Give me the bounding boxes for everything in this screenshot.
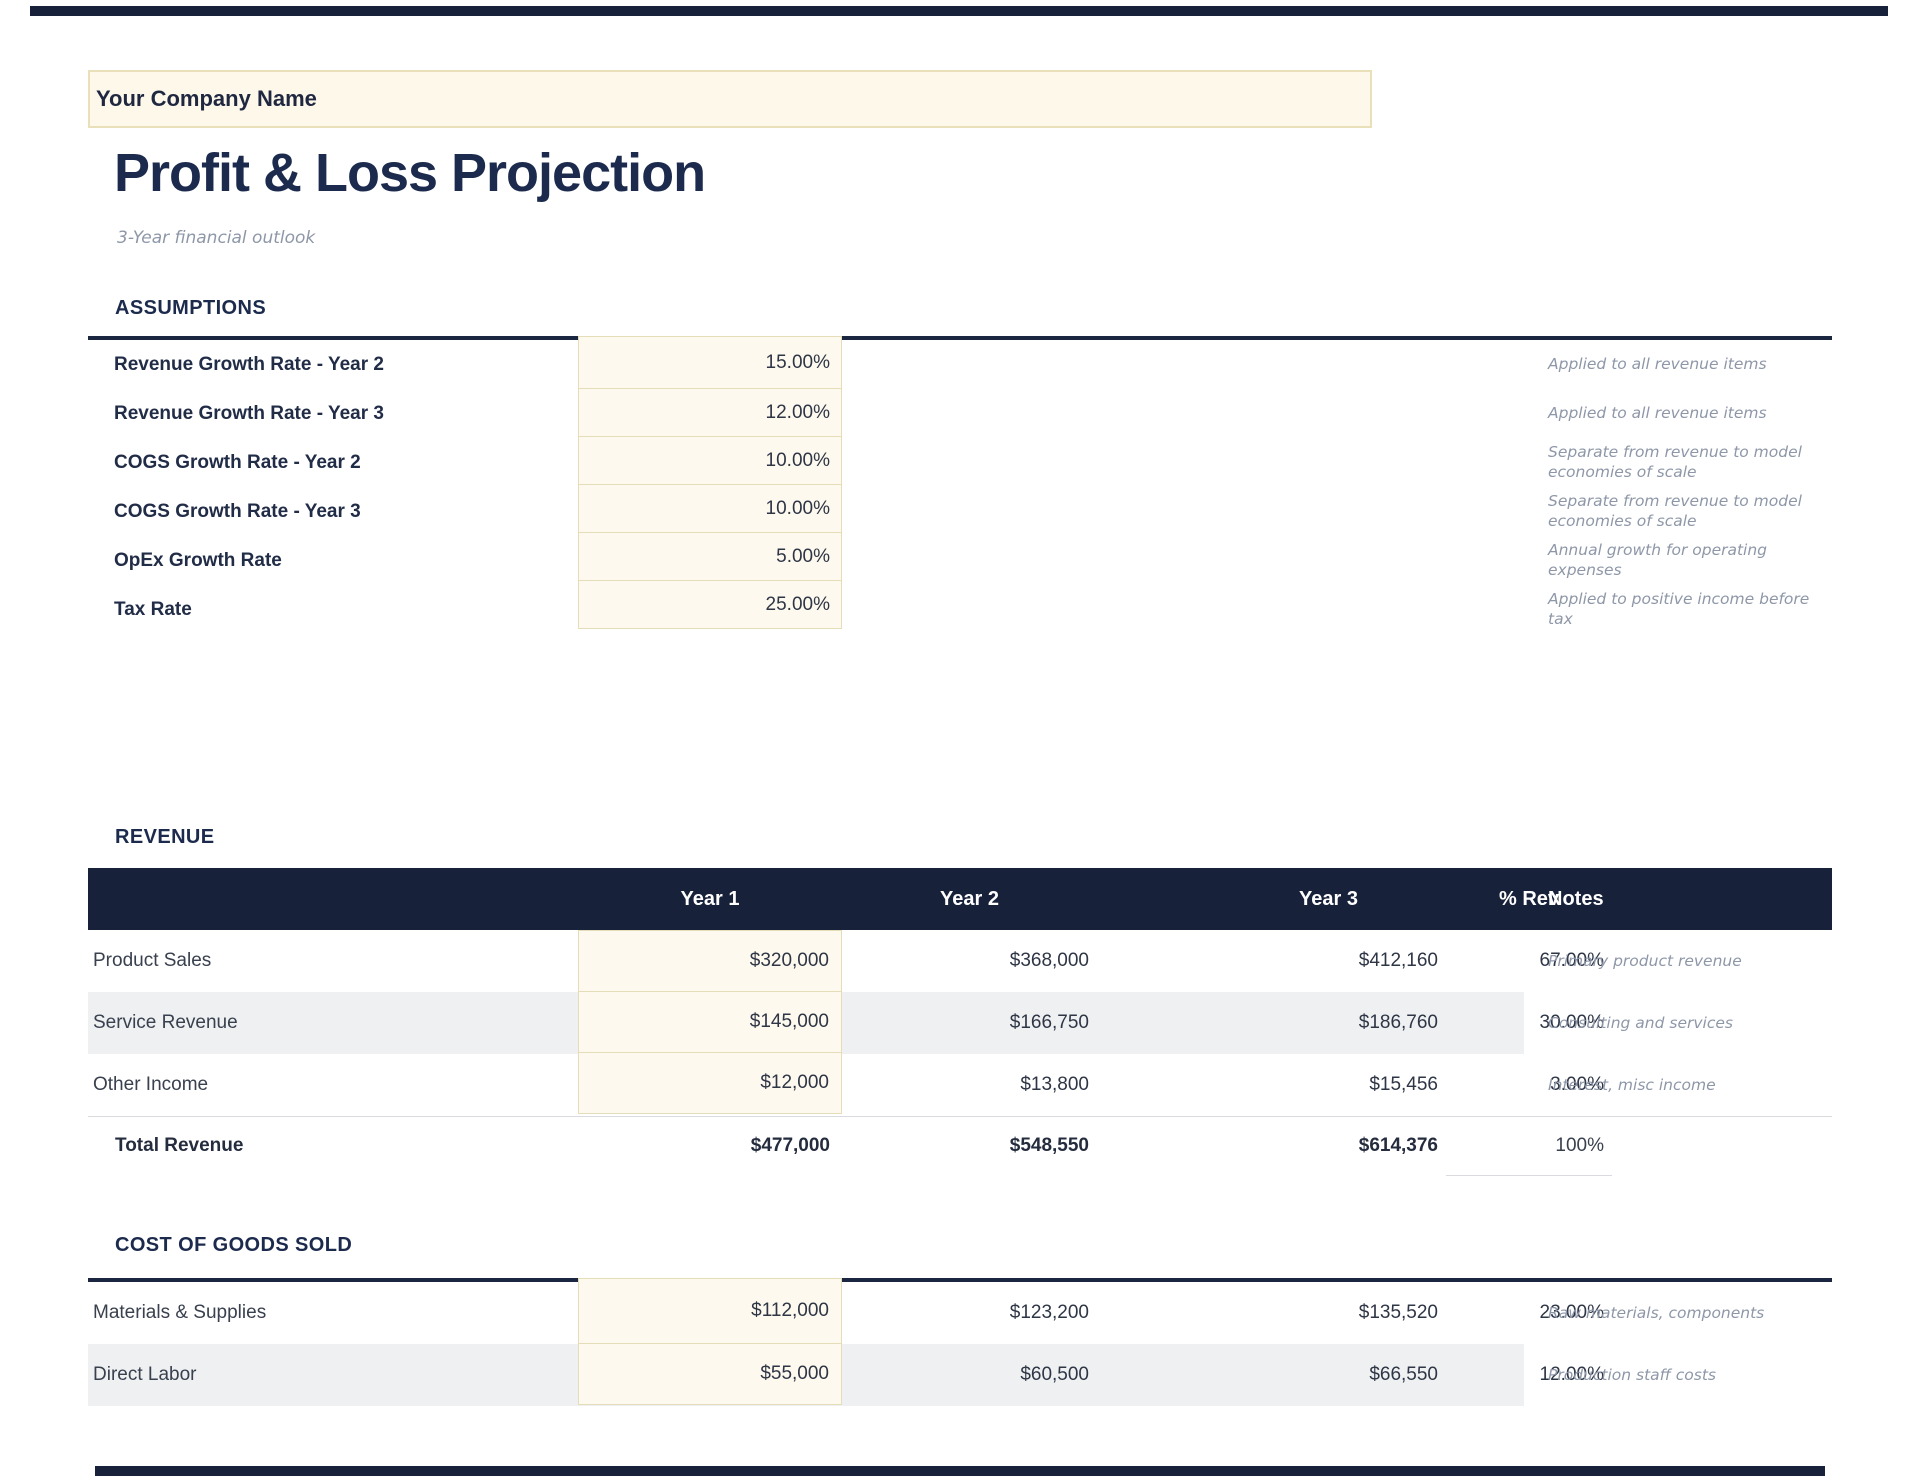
cogs-table: Materials & Supplies $123,200 $135,520 2… [88,1278,1832,1408]
value-pct-rev: 23.00% [1539,1302,1604,1323]
revenue-row: Other Income $13,800 $15,456 3.00% Inter… [88,1054,1832,1116]
assumption-label: Revenue Growth Rate - Year 2 [114,353,384,375]
assumption-value-cell[interactable]: 12.00% [578,388,842,437]
assumption-label: OpEx Growth Rate [114,549,282,571]
value-year3: $66,550 [1369,1364,1438,1385]
assumption-value-cell[interactable]: 15.00% [578,336,842,389]
assumption-value-cell[interactable]: 10.00% [578,436,842,485]
assumptions-table: Revenue Growth Rate - Year 2 Applied to … [88,336,1832,634]
section-heading-revenue: REVENUE [115,826,215,848]
value-year2: $60,500 [1020,1364,1089,1385]
value-cell-year1[interactable]: $145,000 [578,991,842,1053]
assumption-row: Revenue Growth Rate - Year 3 Applied to … [88,389,1832,438]
total-pct-underline [1446,1175,1612,1176]
revenue-total-row: Total Revenue $477,000 $548,550 $614,376… [88,1116,1832,1175]
value-year2: $13,800 [1020,1074,1089,1095]
value-pct-rev: 3.00% [1550,1074,1604,1095]
row-note: Consulting and services [1548,1014,1733,1032]
assumption-row: COGS Growth Rate - Year 3 Separate from … [88,487,1832,536]
assumption-label: COGS Growth Rate - Year 2 [114,451,361,473]
revenue-row: Service Revenue $166,750 $186,760 30.00%… [88,992,1832,1054]
assumption-label: Revenue Growth Rate - Year 3 [114,402,384,424]
value-cell-year1[interactable]: $320,000 [578,930,842,992]
section-heading-assumptions: ASSUMPTIONS [115,297,267,319]
column-header-pct-rev: % Rev [1498,887,1560,910]
value-cell-year1[interactable]: $12,000 [578,1052,842,1114]
row-note: Primary product revenue [1548,952,1742,970]
value-year3: $186,760 [1358,1012,1438,1033]
column-header-notes: Notes [1548,887,1604,910]
row-label: Service Revenue [93,1012,238,1033]
cogs-input-column: $112,000 $55,000 [578,1278,842,1405]
revenue-header-row: Year 1 Year 2 Year 3 % Rev Notes [88,868,1832,930]
assumption-value-cell[interactable]: 5.00% [578,532,842,581]
assumption-row: Tax Rate Applied to positive income befo… [88,585,1832,634]
total-label: Total Revenue [115,1135,244,1156]
revenue-row: Product Sales $368,000 $412,160 67.00% P… [88,930,1832,992]
company-name-text: Your Company Name [96,86,317,111]
assumptions-top-rule [88,336,1832,340]
page-subtitle: 3-Year financial outlook [117,228,316,248]
cogs-row: Direct Labor $60,500 $66,550 12.00% Prod… [88,1344,1832,1406]
row-label: Other Income [93,1074,209,1095]
assumption-row: COGS Growth Rate - Year 2 Separate from … [88,438,1832,487]
value-pct-rev: 12.00% [1539,1364,1604,1385]
assumption-note: Annual growth for operating expenses [1548,541,1768,579]
cogs-row: Materials & Supplies $123,200 $135,520 2… [88,1282,1832,1344]
value-pct-rev: 30.00% [1539,1012,1604,1033]
row-label: Product Sales [93,950,212,971]
assumption-row: Revenue Growth Rate - Year 2 Applied to … [88,340,1832,389]
column-header-year2: Year 2 [940,887,999,910]
value-year3: $412,160 [1358,950,1438,971]
assumption-note: Separate from revenue to model economies… [1548,443,1802,481]
value-year2: $123,200 [1009,1302,1089,1323]
assumption-note: Applied to all revenue items [1548,403,1767,422]
value-year3: $15,456 [1369,1074,1438,1095]
cogs-top-rule [88,1278,1832,1282]
assumption-value-cell[interactable]: 10.00% [578,484,842,533]
value-year3: $135,520 [1358,1302,1438,1323]
column-header-year3: Year 3 [1299,887,1358,910]
total-year3: $614,376 [1358,1135,1438,1156]
column-header-year1: Year 1 [680,887,740,910]
bottom-accent-bar [95,1466,1825,1476]
assumption-label: Tax Rate [114,598,192,620]
assumptions-input-column: 15.00% 12.00% 10.00% 10.00% 5.00% 25.00% [578,336,842,629]
company-name-field[interactable]: Your Company Name [88,70,1372,128]
row-label: Direct Labor [93,1364,197,1385]
assumption-row: OpEx Growth Rate Annual growth for opera… [88,536,1832,585]
section-heading-cogs: COST OF GOODS SOLD [115,1234,353,1256]
assumption-note: Applied to positive income before tax [1548,590,1810,628]
total-year2: $548,550 [1009,1135,1089,1156]
row-label: Materials & Supplies [93,1302,267,1323]
value-pct-rev: 67.00% [1539,950,1604,971]
assumption-value-cell[interactable]: 25.00% [578,580,842,629]
assumption-label: COGS Growth Rate - Year 3 [114,500,361,522]
row-note: Interest, misc income [1548,1076,1716,1094]
value-year2: $368,000 [1009,950,1089,971]
revenue-table: Year 1 Year 2 Year 3 % Rev Notes Product… [88,868,1832,1176]
top-accent-bar [30,6,1888,16]
assumption-note: Applied to all revenue items [1548,354,1767,373]
page-title: Profit & Loss Projection [114,143,706,203]
value-cell-year1[interactable]: $112,000 [578,1278,842,1344]
revenue-input-column: $320,000 $145,000 $12,000 [578,930,842,1114]
value-cell-year1[interactable]: $55,000 [578,1343,842,1405]
value-year2: $166,750 [1009,1012,1089,1033]
total-year1: $477,000 [750,1135,830,1156]
row-note: Production staff costs [1548,1366,1717,1384]
total-pct-rev: 100% [1555,1135,1604,1156]
row-note: Raw materials, components [1548,1304,1765,1322]
assumption-note: Separate from revenue to model economies… [1548,492,1802,530]
